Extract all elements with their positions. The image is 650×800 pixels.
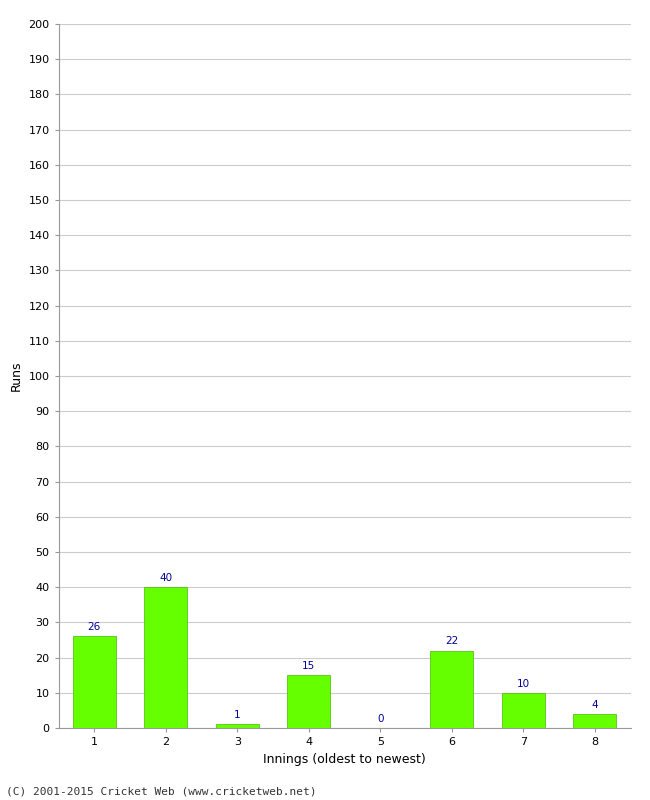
Text: 22: 22 [445, 636, 458, 646]
Text: 1: 1 [234, 710, 240, 720]
Bar [573, 714, 616, 728]
Bar [430, 650, 473, 728]
Y-axis label: Runs: Runs [10, 361, 23, 391]
Text: (C) 2001-2015 Cricket Web (www.cricketweb.net): (C) 2001-2015 Cricket Web (www.cricketwe… [6, 786, 317, 796]
Bar [502, 693, 545, 728]
Text: 40: 40 [159, 573, 172, 583]
Text: 0: 0 [377, 714, 384, 724]
Text: 26: 26 [88, 622, 101, 632]
Bar [216, 725, 259, 728]
X-axis label: Innings (oldest to newest): Innings (oldest to newest) [263, 753, 426, 766]
Bar [287, 675, 330, 728]
Text: 4: 4 [592, 700, 598, 710]
Text: 15: 15 [302, 661, 315, 671]
Bar [144, 587, 187, 728]
Bar [73, 637, 116, 728]
Text: 10: 10 [517, 678, 530, 689]
